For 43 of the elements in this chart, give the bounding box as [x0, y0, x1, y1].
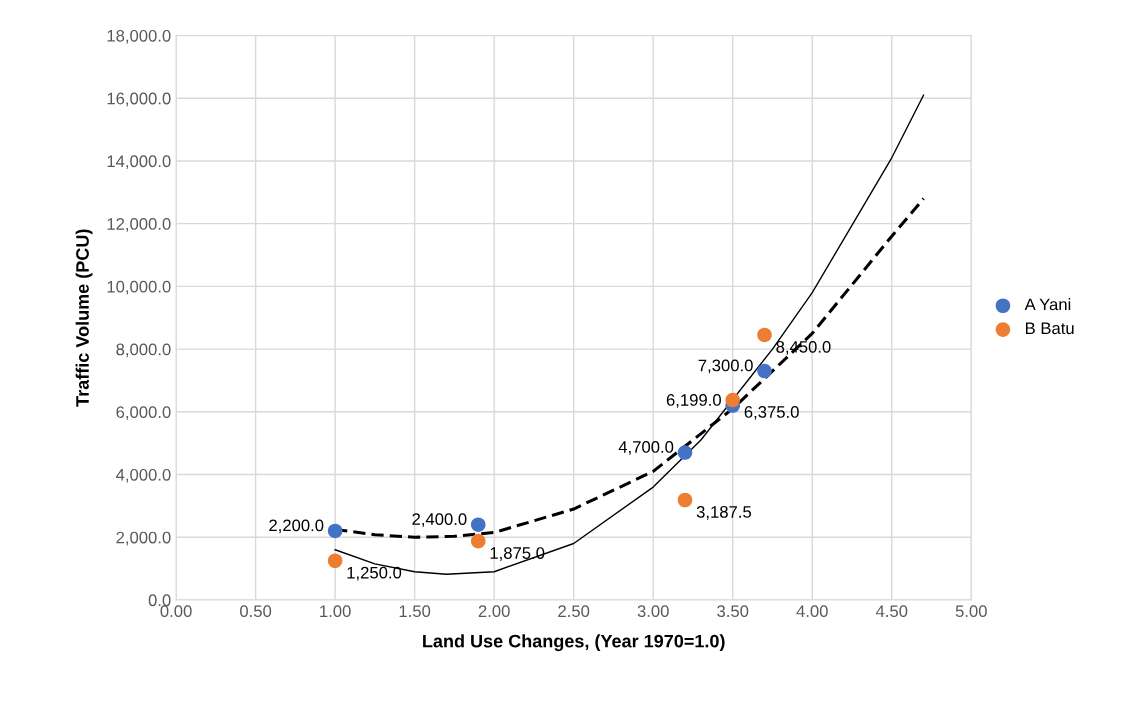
legend-label: A Yani [1024, 298, 1071, 311]
x-tick-label: 1.50 [399, 605, 431, 618]
point [327, 553, 343, 569]
y-tick-label: 12,000.0 [107, 218, 171, 232]
x-tick-label: 5.00 [955, 605, 987, 618]
y-tick-label: 14,000.0 [107, 155, 171, 170]
point [725, 392, 740, 408]
data-label: 7,300.0 [698, 359, 753, 374]
x-tick-label: 2.00 [478, 605, 510, 618]
point [757, 363, 772, 379]
y-tick-label: 18,000.0 [107, 29, 171, 44]
x-axis-title: Land Use Changes, (Year 1970=1.0) [423, 634, 725, 652]
point [677, 445, 693, 460]
x-tick-label: 3.50 [717, 605, 749, 618]
x-tick-label: 4.00 [796, 605, 828, 618]
y-tick-label: 16,000.0 [107, 92, 171, 107]
x-tick-label: 1.00 [320, 605, 351, 618]
point [327, 523, 343, 539]
y-axis-title: Traffic Volume (PCU) [75, 229, 93, 407]
y-tick-label: 10,000.0 [107, 280, 171, 295]
data-label: 2,200.0 [269, 519, 324, 534]
data-label: 1,875.0 [490, 547, 545, 561]
data-label: 2,400.0 [412, 513, 467, 527]
point [470, 533, 486, 549]
y-tick-label: 4,000.0 [116, 468, 171, 483]
point [757, 327, 772, 343]
data-label: 6,375.0 [744, 406, 799, 420]
point [470, 517, 486, 532]
x-tick-label: 3.00 [637, 605, 669, 618]
point [677, 492, 693, 508]
data-label: 4,700.0 [618, 441, 674, 455]
y-tick-label: 8,000.0 [116, 343, 171, 358]
legend-label: B Batu [1025, 322, 1074, 335]
x-tick-label: 0.50 [240, 605, 272, 618]
y-tick-label: 2,000.0 [116, 531, 171, 546]
x-tick-label: 4.50 [875, 605, 908, 618]
y-tick-label: 6,000.0 [116, 406, 171, 420]
data-label: 3,187.5 [696, 505, 752, 520]
data-label: 1,250.0 [347, 566, 402, 581]
data-label: 6,199.0 [666, 394, 721, 408]
y-tick-label: 0.0 [148, 594, 171, 607]
x-tick-label: 0.00 [160, 605, 192, 618]
x-tick-label: 2.50 [558, 605, 590, 618]
